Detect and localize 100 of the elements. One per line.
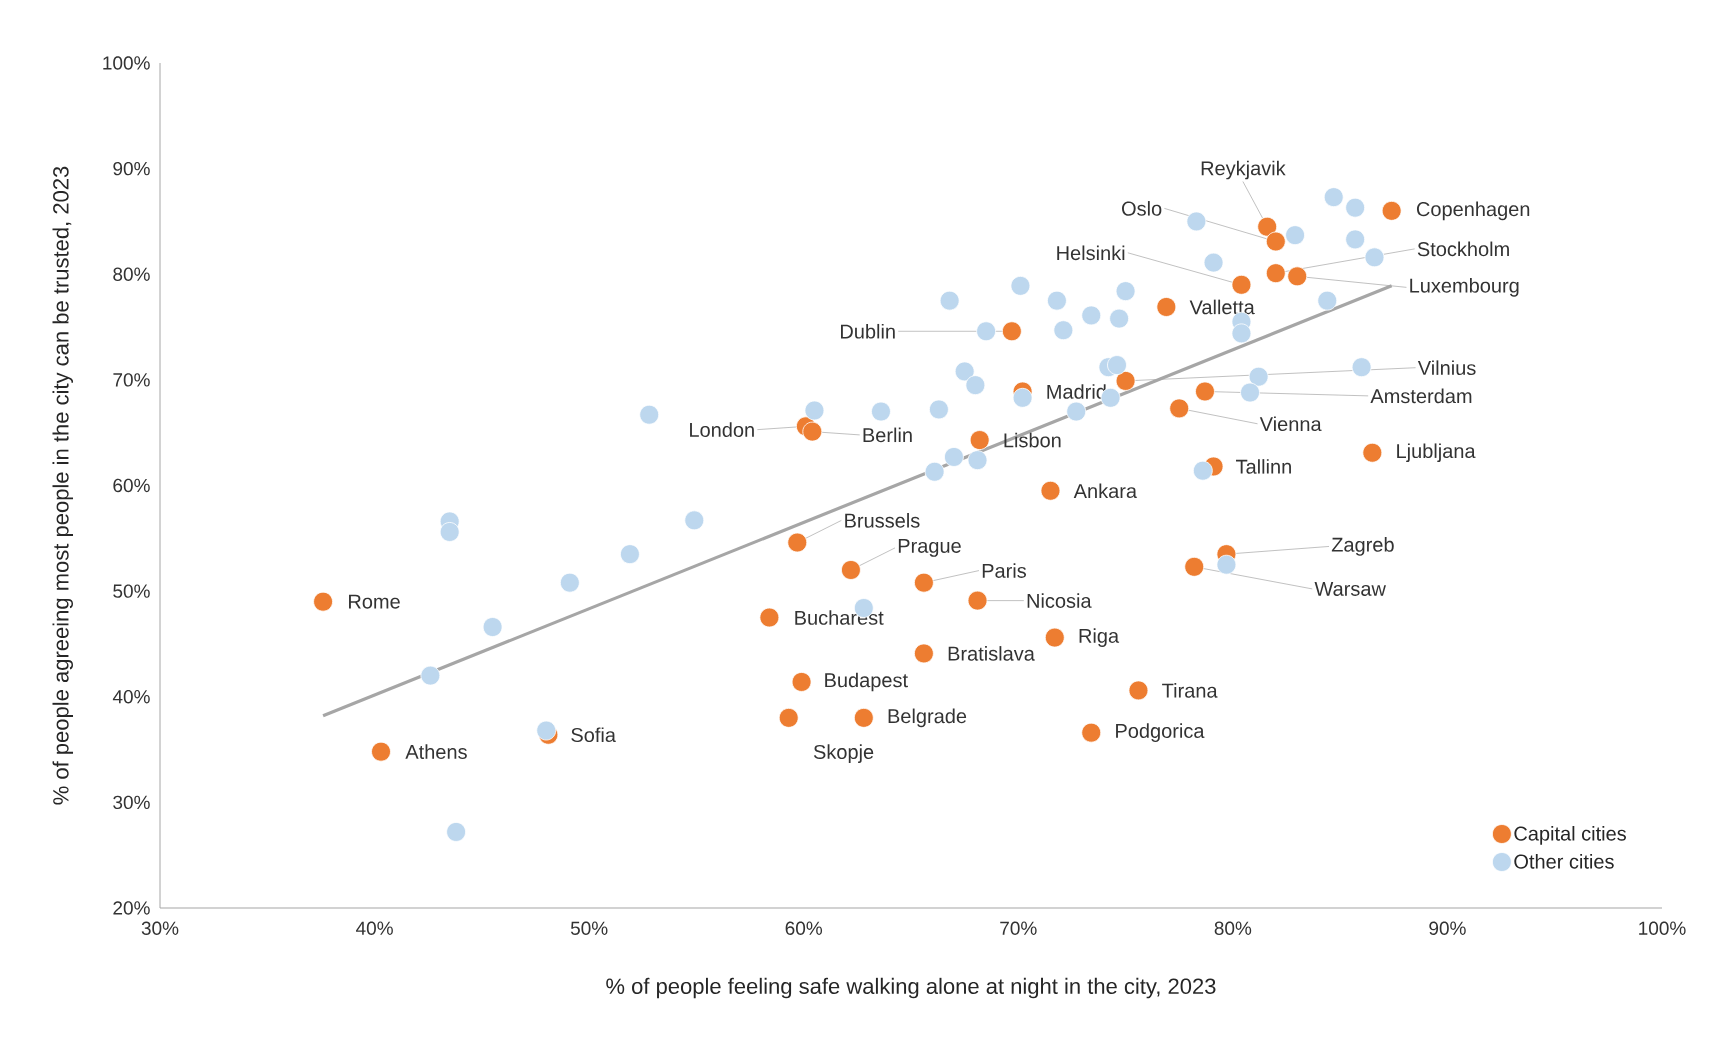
annotation: Copenhagen	[1416, 201, 1530, 221]
point	[871, 401, 891, 422]
annotation: Stockholm	[1417, 241, 1509, 257]
annotation: Nicosia	[1027, 593, 1092, 608]
annotation: Budapest	[825, 672, 908, 692]
y-tick-label: 50%	[113, 584, 150, 598]
point	[1231, 274, 1252, 295]
point	[559, 572, 580, 593]
point	[1081, 722, 1102, 743]
y-tick-label: 100%	[103, 56, 150, 70]
point	[967, 450, 988, 471]
annotation: London	[690, 422, 754, 437]
point	[1047, 290, 1067, 311]
point	[1044, 627, 1065, 648]
point	[1115, 371, 1136, 391]
annotation: Luxembourg	[1410, 278, 1519, 297]
point	[969, 430, 990, 450]
annotation: Tirana	[1162, 683, 1218, 698]
point	[1231, 323, 1252, 344]
y-tick-label: 30%	[113, 795, 150, 810]
annotation: Bucharest	[795, 610, 884, 625]
x-tick-label: 60%	[785, 921, 823, 935]
point	[1257, 216, 1278, 237]
point	[944, 447, 964, 467]
annotation: Oslo	[1121, 201, 1162, 216]
x-tick-label: 80%	[1214, 921, 1252, 935]
annotation: Lisbon	[1004, 432, 1061, 448]
annotation: Ankara	[1073, 483, 1138, 499]
annotation: Rome	[349, 594, 400, 609]
point	[1156, 297, 1177, 317]
annotation: Dublin	[841, 323, 895, 339]
point	[1115, 281, 1136, 302]
annotation: Warsaw	[1314, 581, 1386, 596]
point	[1381, 200, 1402, 221]
point	[1109, 308, 1130, 329]
point	[924, 461, 945, 482]
annotation: Ljubljana	[1397, 443, 1476, 463]
point	[804, 400, 825, 421]
point	[1203, 252, 1224, 273]
point	[802, 421, 823, 442]
point	[371, 741, 391, 762]
point	[954, 361, 975, 382]
point	[939, 290, 960, 311]
y-tick-label: 40%	[112, 690, 150, 704]
point	[1081, 305, 1102, 326]
y-tick-label: 80%	[113, 267, 150, 281]
point	[420, 665, 441, 686]
annotation: Tallinn	[1236, 459, 1291, 474]
point	[1107, 355, 1127, 375]
x-tick-label: 70%	[1000, 921, 1037, 935]
point	[1248, 366, 1269, 387]
point	[929, 399, 949, 420]
point	[313, 591, 333, 612]
point	[1184, 556, 1205, 577]
point	[965, 375, 986, 396]
y-tick-label: 90%	[113, 161, 150, 176]
annotation: Athens	[405, 744, 467, 759]
point	[976, 321, 997, 342]
annotation: Skopje	[813, 744, 874, 764]
point	[791, 672, 812, 692]
x-tick-label: 30%	[141, 921, 179, 935]
legend-label: Other cities	[1514, 854, 1614, 869]
point	[759, 607, 780, 628]
annotation: Paris	[982, 563, 1027, 578]
point	[1195, 381, 1215, 402]
legend-label: Capital cities	[1514, 826, 1626, 845]
point	[1351, 357, 1372, 378]
point	[684, 510, 705, 531]
x-tick-label: 100%	[1639, 921, 1686, 935]
point	[446, 822, 467, 842]
point	[639, 404, 660, 425]
point	[1001, 321, 1022, 342]
annotation: Bratislava	[948, 646, 1035, 661]
point	[1345, 197, 1366, 218]
point	[1192, 460, 1213, 481]
y-tick-label: 60%	[113, 478, 150, 493]
y-axis-title: % of people agreeing most people in the city can be trusted, 2023	[52, 166, 74, 805]
annotation: Amsterdam	[1370, 388, 1472, 404]
point	[778, 707, 799, 728]
x-tick-label: 50%	[570, 921, 608, 935]
annotation: Belgrade	[888, 708, 967, 728]
point	[1010, 275, 1031, 296]
point	[1186, 211, 1207, 232]
annotation: Berlin	[863, 427, 912, 443]
point	[1216, 554, 1237, 575]
point	[1323, 187, 1344, 208]
point	[1066, 401, 1087, 422]
point	[1285, 225, 1305, 246]
point	[620, 544, 640, 565]
point	[853, 707, 874, 728]
annotation: Helsinki	[1057, 245, 1125, 261]
annotation: Zagreb	[1331, 537, 1394, 556]
point	[1265, 263, 1286, 284]
point	[841, 560, 861, 580]
point	[1317, 290, 1338, 311]
annotation: Sofia	[571, 727, 616, 743]
annotation: Podgorica	[1116, 723, 1205, 742]
point	[1169, 398, 1190, 419]
point	[1012, 387, 1033, 408]
annotation: Vilnius	[1417, 360, 1476, 376]
